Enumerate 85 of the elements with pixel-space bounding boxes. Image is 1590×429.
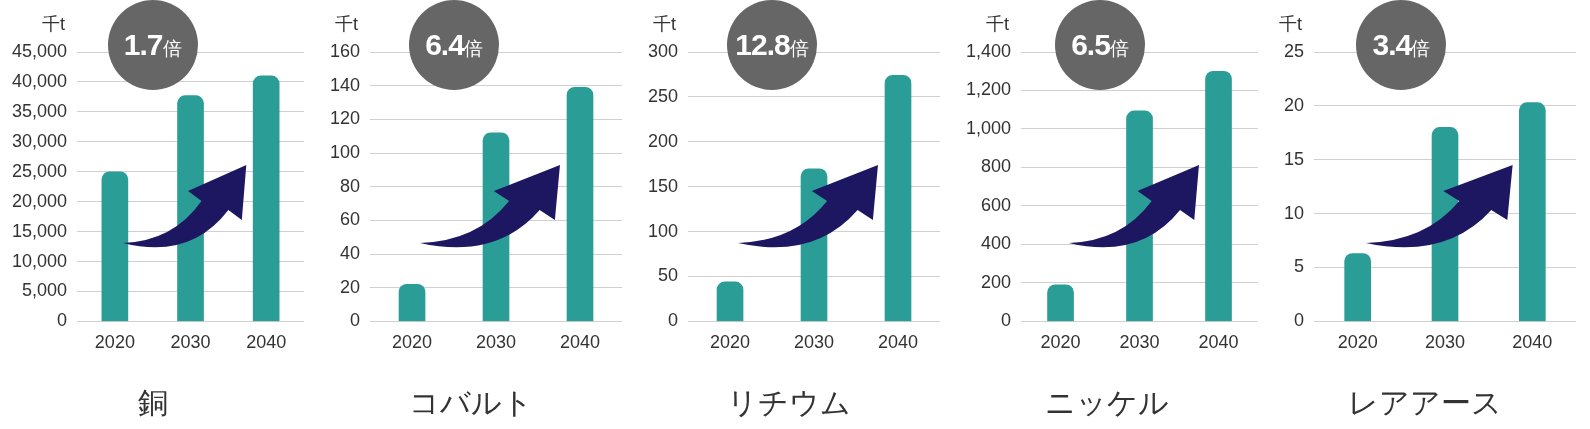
bar: [252, 75, 280, 322]
x-tick-label: 2040: [559, 332, 601, 353]
y-tick-label: 250: [647, 85, 679, 106]
y-tick-label: 10,000: [11, 250, 68, 271]
x-tick-label: 2030: [1424, 332, 1466, 353]
y-tick-label: 35,000: [11, 100, 68, 121]
circle-badge: 6.5倍: [1055, 0, 1145, 90]
y-tick-label: 200: [981, 271, 1012, 292]
bar: [1047, 284, 1074, 322]
annotation: 1.7倍: [123, 28, 182, 62]
annotation: 12.8倍: [735, 28, 809, 62]
annotation: 6.4倍: [425, 28, 483, 62]
y-tick-label: 15: [1283, 148, 1305, 169]
y-tick-label: 5,000: [22, 280, 68, 301]
bar: [1205, 70, 1232, 322]
y-tick-label: 0: [1001, 310, 1012, 331]
y-tick-label: 600: [981, 194, 1012, 215]
bar: [716, 281, 744, 322]
text: 銅: [138, 386, 168, 420]
annotation: 3.4倍: [1372, 28, 1431, 62]
y-tick-label: 0: [668, 310, 679, 331]
y-tick-label: 400: [981, 233, 1012, 254]
text: リチウム: [727, 386, 851, 420]
y-axis-title: 千t: [653, 13, 677, 34]
y-axis-title: 千t: [335, 13, 359, 34]
bar: [884, 75, 912, 322]
text: ニッケル: [1045, 386, 1169, 420]
bar: [1344, 253, 1372, 322]
bar: [398, 284, 426, 322]
x-tick-label: 2030: [170, 332, 211, 353]
y-tick-label: 100: [647, 220, 679, 241]
y-tick-label: 120: [329, 108, 361, 129]
y-tick-label: 10: [1283, 202, 1305, 223]
y-tick-label: 25,000: [11, 160, 68, 181]
y-axis-title: 千t: [1279, 13, 1303, 34]
y-tick-label: 15,000: [11, 220, 68, 241]
x-tick-label: 2040: [1512, 332, 1553, 353]
circle-badge: 1.7倍: [107, 0, 198, 90]
y-tick-label: 60: [340, 209, 361, 230]
x-tick-label: 2020: [94, 332, 135, 353]
y-tick-label: 25: [1283, 40, 1305, 61]
y-tick-label: 5: [1294, 256, 1305, 277]
y-axis-title: 千t: [42, 13, 66, 34]
y-tick-label: 150: [647, 175, 679, 196]
y-tick-label: 40,000: [11, 70, 68, 91]
circle-badge: 3.4倍: [1356, 0, 1447, 90]
y-tick-label: 0: [1294, 310, 1305, 331]
y-tick-label: 140: [329, 74, 361, 95]
bar: [101, 171, 129, 322]
x-tick-label: 2020: [1040, 332, 1081, 353]
x-tick-label: 2020: [1337, 332, 1378, 353]
y-tick-label: 30,000: [11, 130, 68, 151]
x-tick-label: 2030: [1119, 332, 1160, 353]
y-tick-label: 300: [647, 40, 679, 61]
x-tick-label: 2020: [392, 332, 433, 353]
y-tick-label: 50: [658, 265, 679, 286]
y-tick-label: 45,000: [11, 40, 68, 61]
y-tick-label: 1,000: [966, 117, 1012, 138]
bar: [1519, 102, 1546, 322]
circle-badge: 6.4倍: [409, 0, 499, 90]
y-tick-label: 160: [329, 40, 361, 61]
y-tick-label: 1,200: [966, 79, 1012, 100]
y-tick-label: 20,000: [11, 190, 68, 211]
x-tick-label: 2020: [710, 332, 751, 353]
circle-badge: 12.8倍: [727, 0, 817, 90]
bar: [566, 87, 594, 322]
y-tick-label: 40: [340, 243, 361, 264]
text: レアアース: [1348, 386, 1502, 420]
x-tick-label: 2030: [475, 332, 517, 353]
y-tick-label: 80: [340, 175, 361, 196]
y-tick-label: 0: [350, 310, 361, 331]
x-tick-label: 2040: [1198, 332, 1239, 353]
y-axis-title: 千t: [986, 13, 1010, 34]
y-tick-label: 100: [329, 141, 361, 162]
y-tick-label: 20: [1283, 94, 1305, 115]
y-tick-label: 1,400: [966, 40, 1012, 61]
y-tick-label: 0: [57, 310, 68, 331]
y-tick-label: 800: [981, 156, 1012, 177]
text: コバルト: [409, 386, 533, 420]
x-tick-label: 2040: [246, 332, 287, 353]
y-tick-label: 200: [647, 130, 679, 151]
x-tick-label: 2030: [793, 332, 835, 353]
y-tick-label: 20: [340, 276, 361, 297]
annotation: 6.5倍: [1071, 28, 1129, 62]
x-tick-label: 2040: [877, 332, 919, 353]
